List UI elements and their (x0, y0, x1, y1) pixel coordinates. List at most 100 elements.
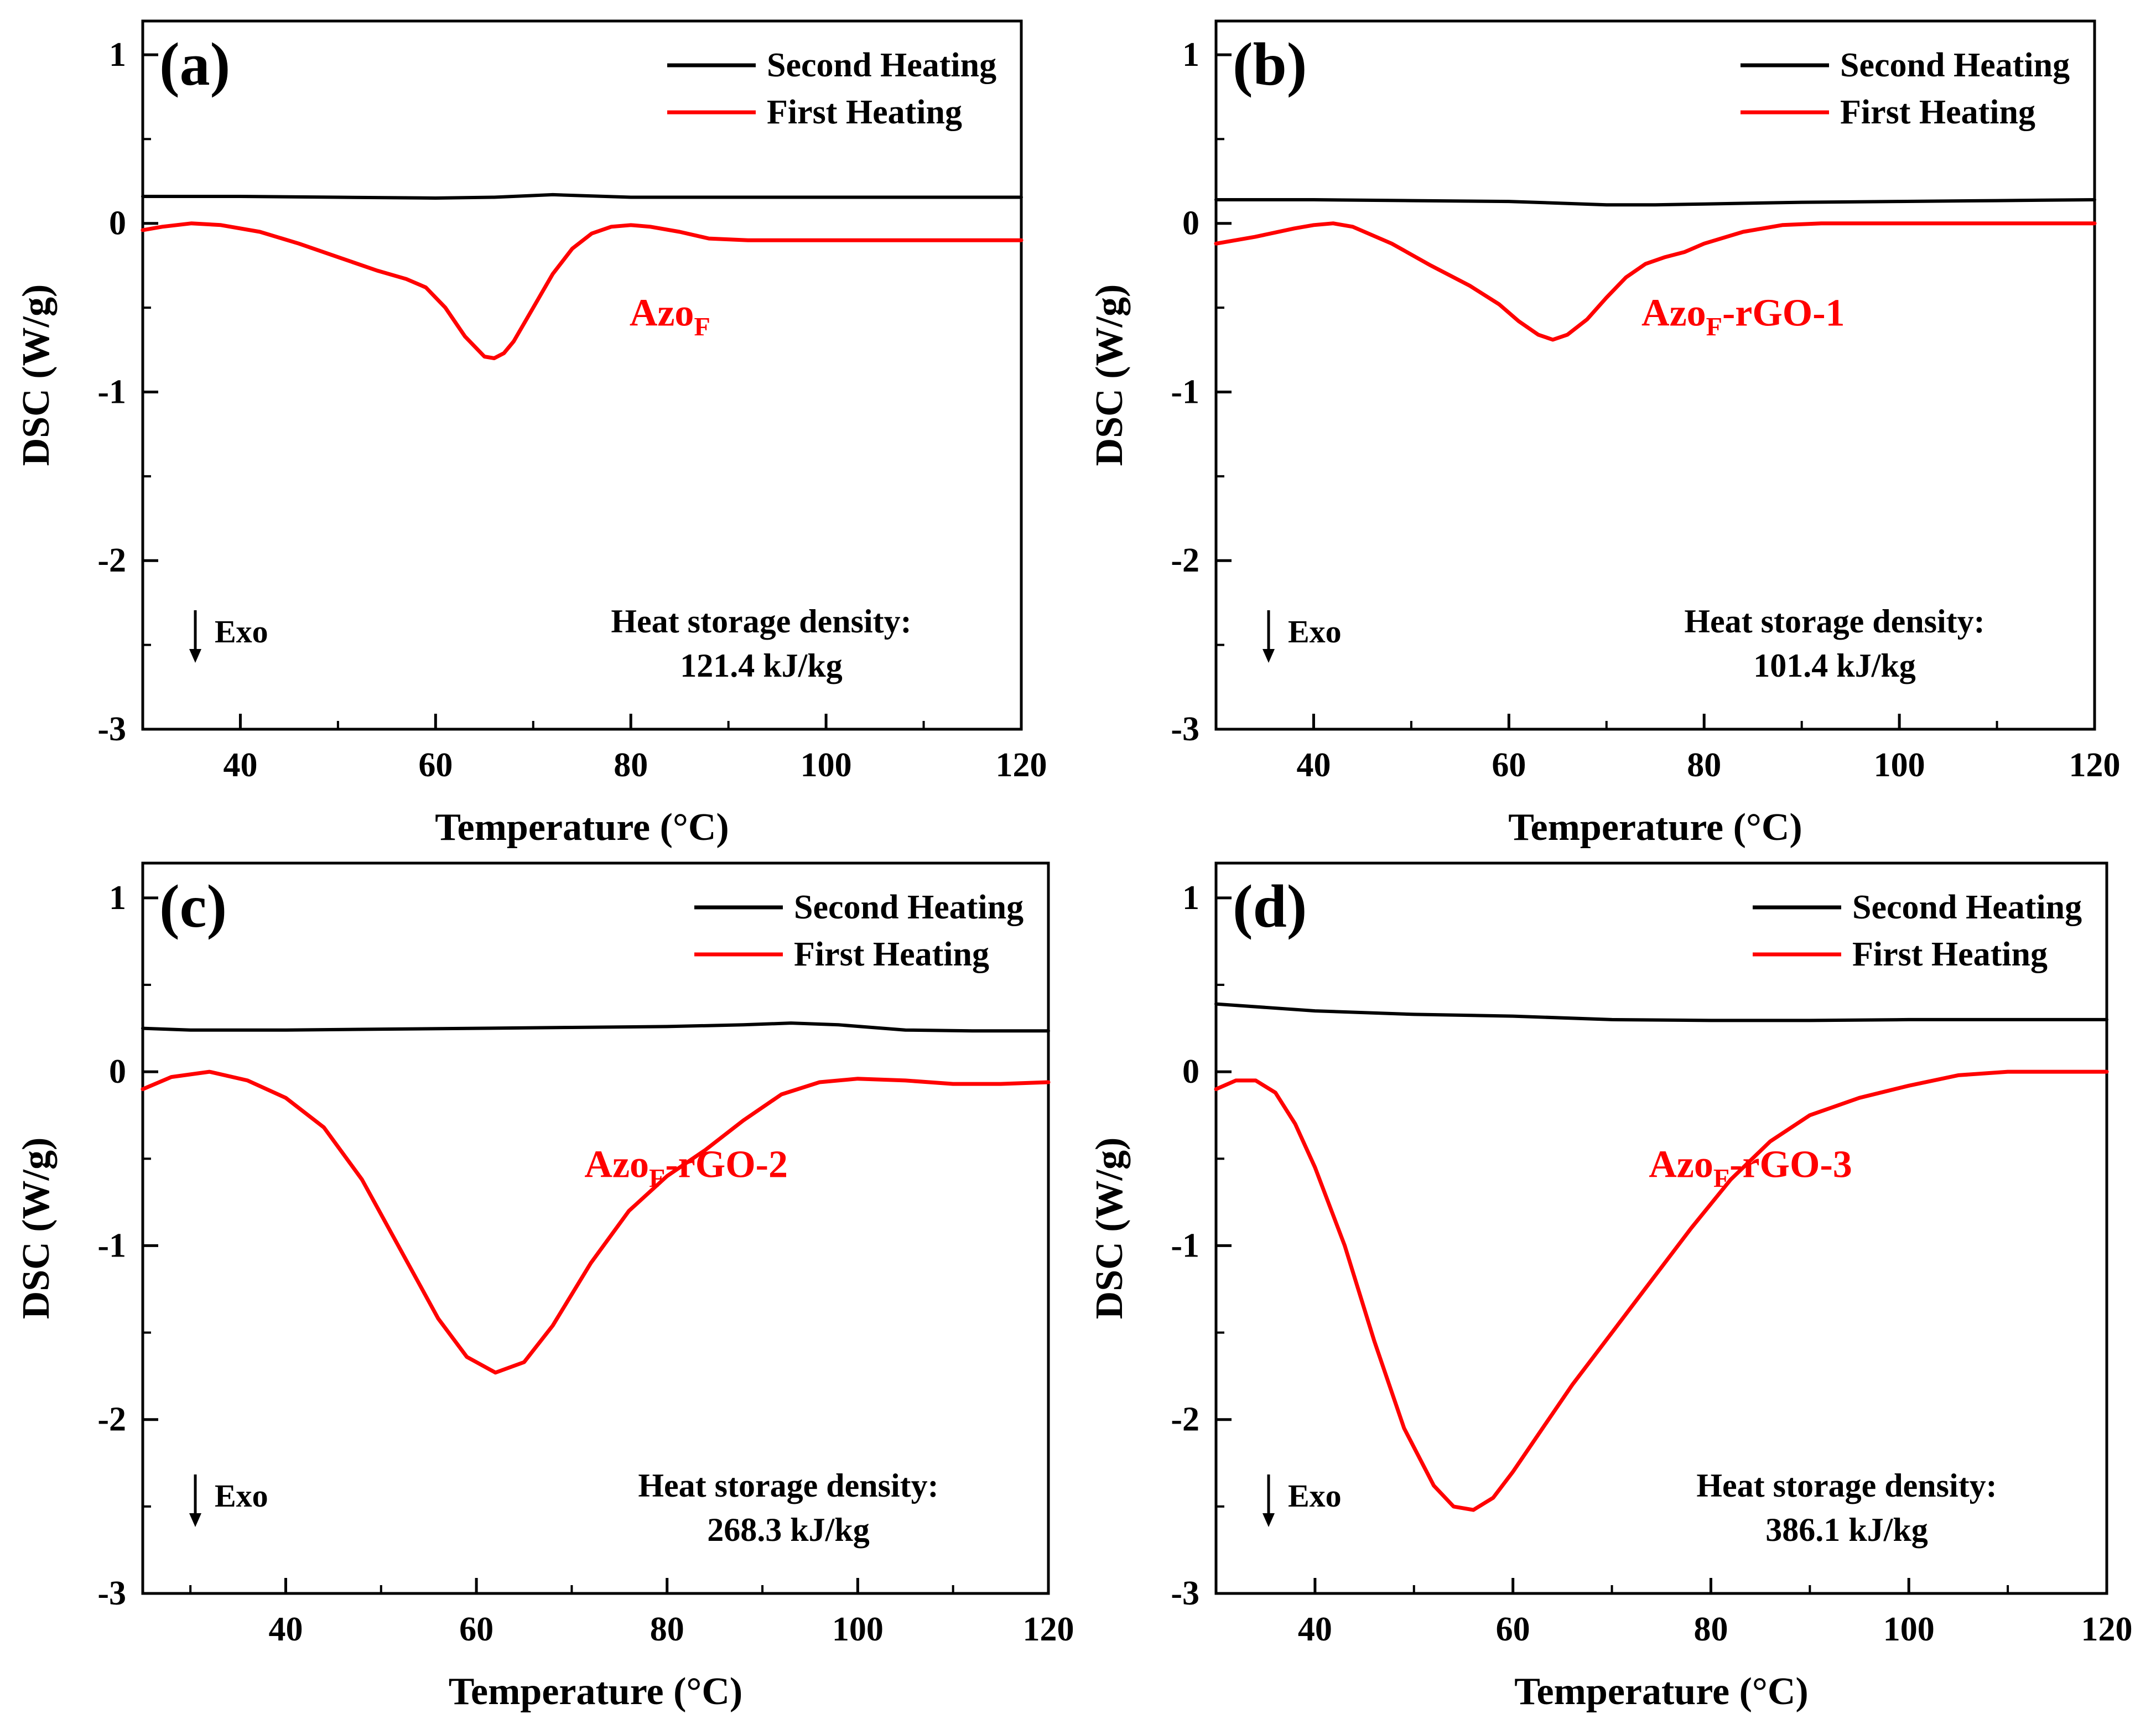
y-tick-label: -1 (1171, 1227, 1199, 1264)
series-first-heating (1214, 221, 2097, 342)
y-tick-label: -3 (97, 1575, 126, 1612)
x-tick-label: 120 (2069, 746, 2121, 784)
y-axis-title: DSC (W/g) (15, 284, 58, 466)
chart-panel-1: 40 60 80 100 120 1 0 -1 -2 -3 Temperature (°C) DSC … (15, 19, 1047, 849)
sample-label-base: Azo (630, 292, 694, 334)
legend-label-second-heating: Second Heating (767, 46, 996, 84)
sample-label-subscript: F (1713, 1164, 1729, 1193)
series-second-heating (141, 1021, 1050, 1033)
x-tick-label: 60 (1496, 1611, 1530, 1648)
legend-label-first-heating: First Heating (1840, 94, 2035, 131)
series-first-heating (1214, 1069, 2109, 1512)
heat-storage-value: 121.4 kJ/kg (680, 647, 842, 684)
x-tick-label: 120 (1023, 1611, 1074, 1648)
y-tick-label: -1 (97, 1227, 126, 1264)
x-tick-label: 100 (1874, 746, 1925, 784)
y-tick-label: 0 (109, 205, 126, 242)
x-tick-label: 60 (1492, 746, 1526, 784)
x-axis-title: Temperature (°C) (1514, 1670, 1809, 1713)
exo-label: Exo (215, 614, 268, 650)
x-tick-label: 40 (1298, 1611, 1332, 1648)
y-tick-label: -2 (97, 542, 126, 579)
y-tick-label: 1 (109, 36, 126, 74)
exo-label: Exo (1288, 1478, 1342, 1514)
sample-label-suffix: -rGO-3 (1729, 1144, 1852, 1186)
plot-frame (141, 861, 1050, 1595)
legend-label-first-heating: First Heating (1852, 936, 2048, 973)
sample-label-subscript: F (649, 1164, 665, 1193)
y-tick-label: -3 (97, 710, 126, 748)
y-tick-label: -3 (1171, 710, 1199, 748)
sample-label: AzoF (630, 292, 710, 341)
sample-label: AzoF-rGO-2 (584, 1144, 788, 1193)
exo-arrow-head-icon (1263, 649, 1275, 663)
series-first-heating (141, 221, 1024, 360)
chart-panel-2: 40 60 80 100 120 1 0 -1 -2 -3 Temperature (°C) DSC … (1088, 19, 2121, 849)
y-tick-label: 1 (109, 879, 126, 917)
plot-frame (1214, 861, 2108, 1595)
y-tick-label: -2 (1171, 542, 1199, 579)
y-tick-label: 0 (1182, 205, 1199, 242)
panel-label: (c) (159, 873, 227, 940)
series-second-heating (1214, 198, 2096, 207)
y-tick-label: 0 (1182, 1053, 1199, 1091)
x-tick-label: 60 (418, 746, 453, 784)
exo-arrow-head-icon (189, 649, 201, 663)
sample-label-subscript: F (1706, 312, 1722, 341)
heat-storage-value: 386.1 kJ/kg (1765, 1512, 1928, 1548)
legend-label-second-heating: Second Heating (1852, 889, 2082, 926)
heat-storage-title: Heat storage density: (1696, 1467, 1997, 1504)
sample-label-suffix: -rGO-1 (1722, 292, 1845, 334)
sample-label-base: Azo (584, 1144, 649, 1186)
y-tick-label: -2 (97, 1401, 126, 1439)
y-tick-label: -3 (1171, 1575, 1199, 1612)
panel-label: (d) (1233, 873, 1307, 940)
x-tick-label: 100 (832, 1611, 884, 1648)
y-tick-label: 1 (1182, 36, 1199, 74)
heat-storage-value: 101.4 kJ/kg (1753, 647, 1915, 684)
x-tick-label: 40 (268, 1611, 303, 1648)
sample-label: AzoF-rGO-3 (1649, 1144, 1852, 1193)
y-tick-label: -1 (1171, 373, 1199, 411)
x-tick-label: 40 (223, 746, 257, 784)
panel-label: (a) (159, 30, 230, 98)
legend-label-second-heating: Second Heating (794, 889, 1024, 926)
chart-panel-4: 40 60 80 100 120 1 0 -1 -2 -3 Temperature (°C) DSC … (1088, 861, 2133, 1713)
x-tick-label: 80 (650, 1611, 684, 1648)
exo-arrow-head-icon (189, 1513, 201, 1527)
x-tick-label: 80 (614, 746, 648, 784)
x-tick-label: 120 (2081, 1611, 2133, 1648)
y-tick-label: -2 (1171, 1401, 1199, 1439)
y-axis-title: DSC (W/g) (15, 1138, 58, 1320)
y-tick-label: 0 (109, 1053, 126, 1091)
legend-label-first-heating: First Heating (794, 936, 989, 973)
plot-frame (141, 19, 1023, 731)
y-axis-title: DSC (W/g) (1088, 284, 1131, 466)
exo-arrow-head-icon (1263, 1513, 1275, 1527)
exo-label: Exo (215, 1478, 268, 1514)
heat-storage-title: Heat storage density: (638, 1467, 938, 1504)
x-axis-title: Temperature (°C) (1508, 806, 1802, 849)
chart-panel-3: 40 60 80 100 120 1 0 -1 -2 -3 Temperature (°C) DSC … (15, 861, 1074, 1713)
x-tick-label: 60 (459, 1611, 493, 1648)
sample-label-suffix: -rGO-2 (665, 1144, 788, 1186)
sample-label-base: Azo (1641, 292, 1706, 334)
sample-label: AzoF-rGO-1 (1641, 292, 1845, 341)
x-tick-label: 100 (801, 746, 852, 784)
sample-label-subscript: F (694, 312, 710, 341)
legend-label-first-heating: First Heating (767, 94, 962, 131)
panel-label: (b) (1233, 30, 1307, 98)
x-axis-title: Temperature (°C) (449, 1670, 743, 1713)
x-tick-label: 100 (1883, 1611, 1935, 1648)
exo-label: Exo (1288, 614, 1342, 650)
x-tick-label: 80 (1687, 746, 1721, 784)
y-tick-label: -1 (97, 373, 126, 411)
heat-storage-title: Heat storage density: (611, 603, 911, 640)
x-tick-label: 80 (1693, 1611, 1728, 1648)
series-second-heating (141, 193, 1023, 200)
x-tick-label: 120 (996, 746, 1047, 784)
heat-storage-value: 268.3 kJ/kg (707, 1512, 869, 1548)
legend-label-second-heating: Second Heating (1840, 46, 2070, 84)
plot-frame (1214, 19, 2096, 731)
